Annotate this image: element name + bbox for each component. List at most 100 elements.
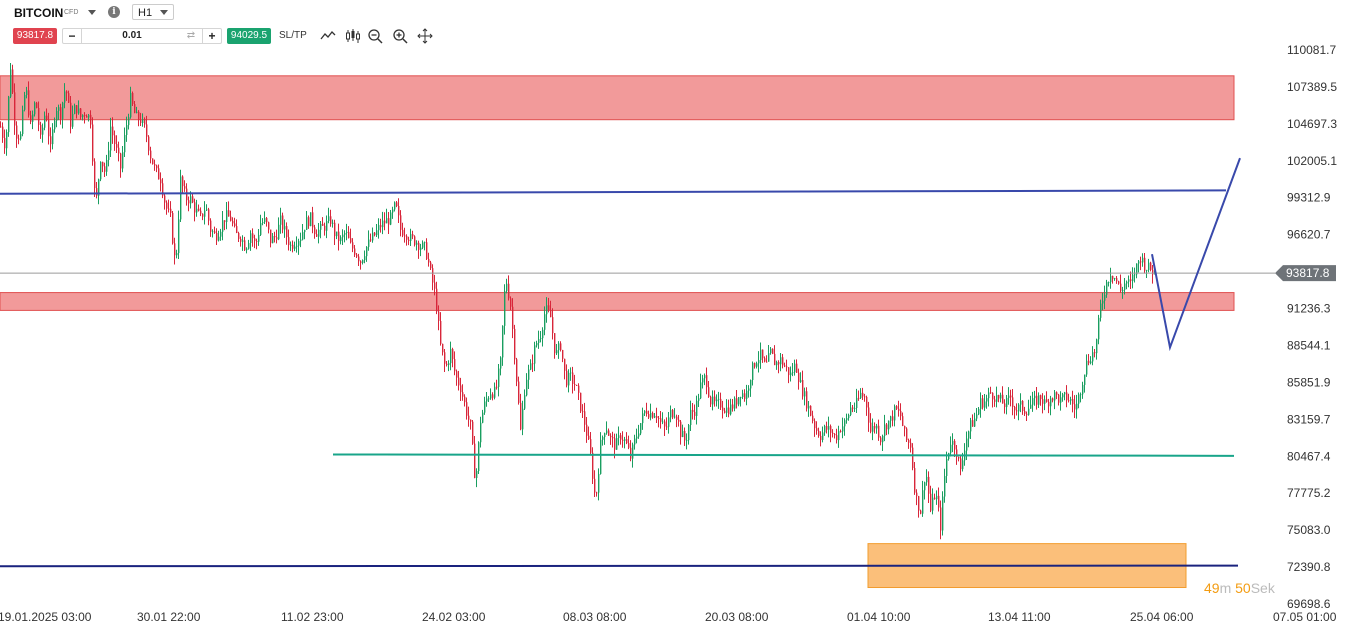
- order-toolbar: 93817.8 − 0.01 ⇄ + 94029.5 SL/TP: [0, 28, 1347, 46]
- candle-body: [440, 321, 442, 344]
- candle-body: [92, 124, 94, 162]
- candle-body: [292, 244, 294, 249]
- sltp-button[interactable]: SL/TP: [279, 30, 307, 41]
- candle-body: [838, 431, 840, 441]
- candle-body: [508, 283, 510, 299]
- candle-body: [528, 369, 530, 380]
- candle-body: [982, 398, 984, 408]
- candle-body: [888, 420, 890, 430]
- candle-body: [518, 381, 520, 403]
- candle-body: [598, 473, 600, 493]
- candle-body: [730, 404, 732, 415]
- candle-body: [284, 226, 286, 230]
- move-icon[interactable]: [416, 28, 434, 44]
- candle-body: [548, 305, 550, 311]
- projection-path: [1151, 157, 1241, 352]
- candle-body: [264, 218, 266, 223]
- candle-body: [290, 244, 292, 246]
- candle-body: [662, 421, 664, 423]
- candle-body: [652, 413, 654, 418]
- candle-body: [280, 215, 282, 225]
- candle-body: [1094, 352, 1096, 354]
- candle-body: [1132, 274, 1134, 282]
- candle-body: [884, 424, 886, 436]
- candle-body: [340, 237, 342, 242]
- y-tick-label: 77775.2: [1287, 486, 1331, 500]
- zone-rect: [0, 75, 1235, 121]
- candle-body: [950, 444, 952, 453]
- candle-body: [866, 397, 868, 408]
- candle-body: [488, 398, 490, 400]
- timeframe-select[interactable]: H1: [132, 4, 174, 20]
- candle-body: [158, 168, 160, 180]
- candle-body: [938, 495, 940, 508]
- candle-body: [772, 348, 774, 354]
- decrease-quantity-button[interactable]: −: [63, 29, 82, 43]
- candle-body: [992, 392, 994, 400]
- candle-body: [266, 218, 268, 223]
- chevron-down-icon: [160, 10, 168, 15]
- zoom-in-icon[interactable]: [392, 28, 410, 44]
- candle-body: [228, 210, 230, 217]
- candle-body: [482, 412, 484, 423]
- candle-body: [44, 115, 46, 128]
- swap-icon[interactable]: ⇄: [186, 30, 196, 41]
- candle-body: [520, 402, 522, 430]
- candle-body: [874, 425, 876, 429]
- candle-body: [886, 424, 888, 430]
- symbol-name[interactable]: BITCOIN: [14, 6, 64, 20]
- candle-body: [844, 420, 846, 427]
- candlestick-icon[interactable]: [344, 28, 362, 44]
- x-tick-label: 07.05 01:00: [1273, 610, 1337, 624]
- candle-body: [22, 109, 24, 135]
- candle-body: [380, 225, 382, 228]
- info-icon[interactable]: i: [108, 6, 120, 18]
- sell-price-button[interactable]: 93817.8: [13, 28, 57, 44]
- candle-body: [920, 510, 922, 514]
- increase-quantity-button[interactable]: +: [202, 29, 221, 43]
- candle-body: [182, 176, 184, 187]
- candle-body: [492, 394, 494, 398]
- candle-body: [324, 225, 326, 231]
- candle-body: [74, 105, 76, 114]
- candle-body: [670, 410, 672, 418]
- candle-body: [278, 224, 280, 240]
- candle-body: [34, 102, 36, 115]
- candle-body: [162, 183, 164, 196]
- candle-body: [1040, 395, 1042, 400]
- candle-body: [894, 406, 896, 421]
- candle-body: [208, 209, 210, 221]
- candle-body: [24, 94, 26, 110]
- candle-body: [686, 440, 688, 441]
- candle-body: [186, 188, 188, 201]
- candle-body: [890, 416, 892, 421]
- quantity-input[interactable]: 0.01: [122, 30, 142, 41]
- candle-body: [134, 104, 136, 114]
- candle-body: [774, 353, 776, 366]
- candle-body: [288, 237, 290, 246]
- candle-body: [712, 396, 714, 405]
- trend-line: [0, 189, 1227, 195]
- candle-body: [302, 232, 304, 240]
- candle-body: [974, 418, 976, 427]
- candle-body: [692, 409, 694, 412]
- candle-body: [362, 260, 364, 263]
- candle-body: [914, 468, 916, 493]
- candle-body: [738, 397, 740, 405]
- x-tick-label: 20.03 08:00: [705, 610, 769, 624]
- y-tick-label: 110081.7: [1287, 43, 1336, 57]
- candle-body: [374, 232, 376, 236]
- candle-body: [180, 176, 182, 220]
- line-chart-icon[interactable]: [319, 28, 337, 44]
- symbol-dropdown-icon[interactable]: [88, 10, 96, 15]
- candle-body: [612, 437, 614, 439]
- buy-price-button[interactable]: 94029.5: [227, 28, 271, 44]
- zoom-out-icon[interactable]: [367, 28, 385, 44]
- candle-body: [466, 402, 468, 416]
- candle-body: [184, 186, 186, 189]
- candle-body: [698, 398, 700, 401]
- candle-body: [286, 226, 288, 238]
- candle-body: [444, 352, 446, 364]
- candle-body: [942, 496, 944, 531]
